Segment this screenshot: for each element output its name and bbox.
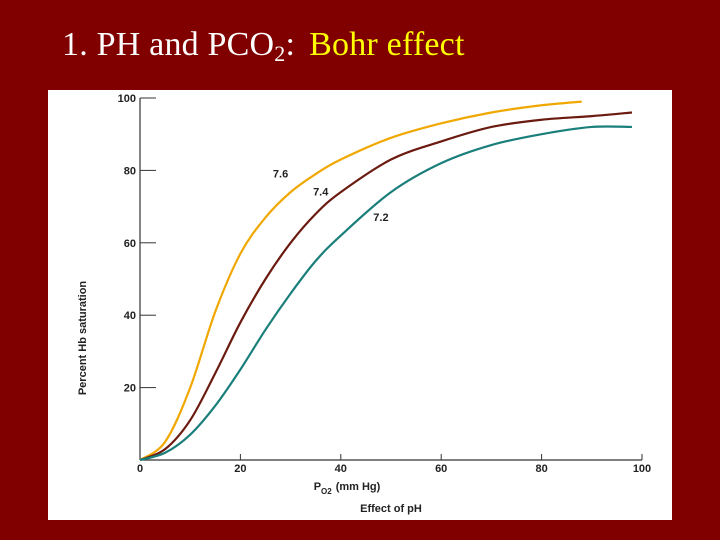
chart-figure: 0 20 40 60 80 100 20 40 60 80 100 7.6 7.4 7.2 Percen… <box>48 90 672 520</box>
title-prefix: 1. PH and PCO <box>62 26 275 63</box>
y-tick-label: 60 <box>124 238 136 250</box>
x-axis-label-unit: (mm Hg) <box>336 481 381 493</box>
x-tick-label: 100 <box>633 463 651 475</box>
y-axis-label: Percent Hb saturation <box>77 281 89 396</box>
chart-ticks: 0 20 40 60 80 100 20 40 60 80 100 <box>118 93 652 475</box>
series-line-7-6 <box>139 100 582 461</box>
y-tick-label: 20 <box>124 383 136 395</box>
slide-title: 1. PH and PCO2: Bohr effect <box>62 26 465 67</box>
series-label-7-6: 7.6 <box>273 169 288 181</box>
chart-axes <box>139 98 642 461</box>
x-axis-label-main: P <box>314 481 321 493</box>
series-line-7-4 <box>139 111 633 462</box>
x-tick-label: 40 <box>335 463 347 475</box>
chart-series: 7.6 7.4 7.2 <box>139 100 633 462</box>
x-axis-label: PO2 (mm Hg) <box>314 481 381 496</box>
title-colon: : <box>285 26 296 63</box>
x-tick-label: 20 <box>234 463 246 475</box>
x-axis-label-sub: O2 <box>321 487 332 496</box>
chart-labels: Percent Hb saturation PO2 (mm Hg) Effect … <box>77 281 422 515</box>
x-tick-label: 0 <box>137 463 143 475</box>
title-accent: Bohr effect <box>309 26 465 63</box>
series-line-7-2 <box>139 125 632 462</box>
x-tick-label: 60 <box>435 463 447 475</box>
x-tick-label: 80 <box>535 463 547 475</box>
oxygen-dissociation-chart: 0 20 40 60 80 100 20 40 60 80 100 7.6 7.4 7.2 Percen… <box>77 93 652 515</box>
series-label-7-4: 7.4 <box>313 187 329 199</box>
y-tick-label: 80 <box>124 165 136 177</box>
y-tick-label: 40 <box>124 310 136 322</box>
chart-caption: Effect of pH <box>360 503 422 515</box>
y-tick-label: 100 <box>118 93 136 105</box>
title-subscript: 2 <box>274 41 286 66</box>
series-label-7-2: 7.2 <box>373 212 388 224</box>
